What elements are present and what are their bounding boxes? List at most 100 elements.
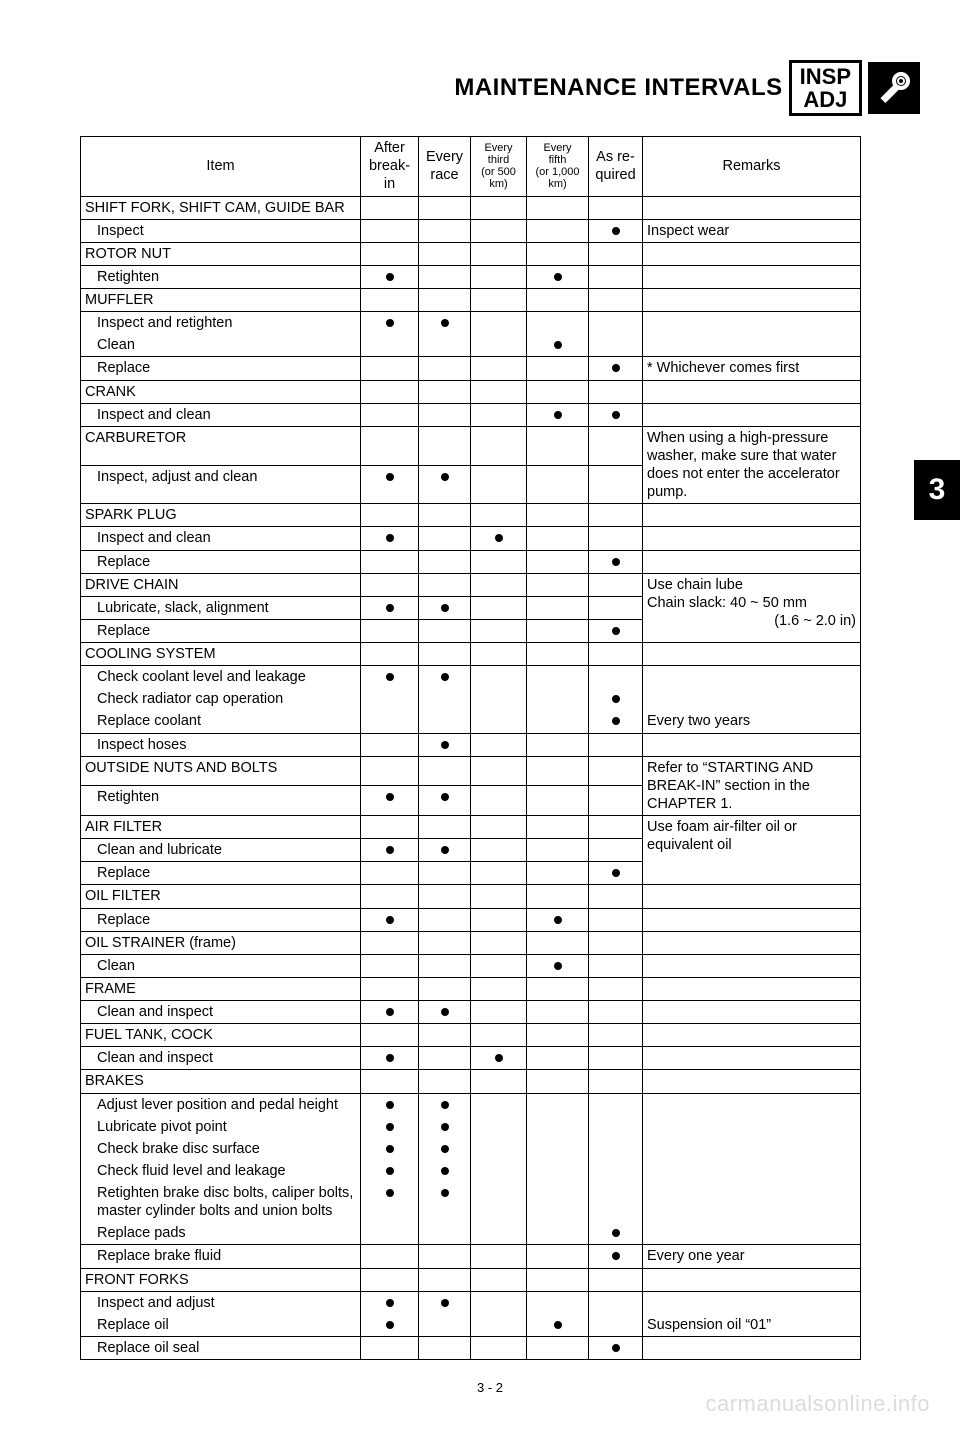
- mark-cell: [589, 756, 643, 786]
- item-label: Retighten: [81, 265, 361, 288]
- mark-cell: [471, 357, 527, 380]
- mark-cell: [419, 1138, 471, 1160]
- dot-icon: [441, 473, 449, 481]
- mark-cell: [527, 1245, 589, 1268]
- badge-bottom-text: ADJ: [803, 88, 847, 111]
- mark-cell: [419, 786, 471, 816]
- item-label: Inspect, adjust and clean: [81, 465, 361, 504]
- mark-cell: [471, 527, 527, 550]
- dot-icon: [441, 319, 449, 327]
- mark-cell: [471, 573, 527, 596]
- mark-cell: [527, 289, 589, 312]
- remarks-cell: [643, 885, 861, 908]
- dot-icon: [386, 673, 394, 681]
- mark-cell: [527, 550, 589, 573]
- mark-cell: [589, 954, 643, 977]
- mark-cell: [361, 1138, 419, 1160]
- mark-cell: [527, 1001, 589, 1024]
- mark-cell: [527, 1160, 589, 1182]
- mark-cell: [527, 312, 589, 335]
- mark-cell: [471, 643, 527, 666]
- dot-icon: [386, 319, 394, 327]
- mark-cell: [527, 242, 589, 265]
- item-label: Check brake disc surface: [81, 1138, 361, 1160]
- mark-cell: [527, 1268, 589, 1291]
- mark-cell: [471, 786, 527, 816]
- remarks-cell: [643, 1222, 861, 1245]
- mark-cell: [589, 977, 643, 1000]
- mark-cell: [527, 786, 589, 816]
- mark-cell: [589, 1047, 643, 1070]
- table-row: Clean and inspect: [81, 1047, 861, 1070]
- remarks-cell: [643, 666, 861, 689]
- wrench-icon: [868, 62, 920, 114]
- mark-cell: [419, 1182, 471, 1222]
- item-label: Replace: [81, 550, 361, 573]
- mark-cell: [589, 688, 643, 710]
- item-label: Inspect and retighten: [81, 312, 361, 335]
- mark-cell: [527, 1314, 589, 1337]
- mark-cell: [361, 334, 419, 357]
- dot-icon: [554, 962, 562, 970]
- dot-icon: [386, 1101, 394, 1109]
- mark-cell: [589, 465, 643, 504]
- mark-cell: [419, 954, 471, 977]
- dot-icon: [386, 1123, 394, 1131]
- mark-cell: [589, 862, 643, 885]
- mark-cell: [589, 931, 643, 954]
- mark-cell: [589, 710, 643, 733]
- mark-cell: [361, 756, 419, 786]
- mark-cell: [471, 1116, 527, 1138]
- table-row: Inspect and clean: [81, 403, 861, 426]
- mark-cell: [419, 908, 471, 931]
- mark-cell: [419, 1047, 471, 1070]
- mark-cell: [361, 1291, 419, 1314]
- table-row: Inspect and adjust: [81, 1291, 861, 1314]
- table-row: Lubricate pivot point: [81, 1116, 861, 1138]
- remarks-cell: [643, 1268, 861, 1291]
- mark-cell: [527, 931, 589, 954]
- remarks-cell: [643, 908, 861, 931]
- item-label: Check radiator cap operation: [81, 688, 361, 710]
- item-label: Adjust lever position and pedal height: [81, 1093, 361, 1116]
- dot-icon: [441, 1167, 449, 1175]
- mark-cell: [471, 1093, 527, 1116]
- mark-cell: [471, 756, 527, 786]
- mark-cell: [361, 688, 419, 710]
- mark-cell: [471, 1291, 527, 1314]
- group-title-row: OIL FILTER: [81, 885, 861, 908]
- dot-icon: [386, 534, 394, 542]
- dot-icon: [612, 1252, 620, 1260]
- group-title: CARBURETOR: [81, 426, 361, 465]
- table-row: Inspect and clean: [81, 527, 861, 550]
- mark-cell: [361, 710, 419, 733]
- mark-cell: [419, 1093, 471, 1116]
- mark-cell: [361, 885, 419, 908]
- mark-cell: [589, 242, 643, 265]
- group-title: FUEL TANK, COCK: [81, 1024, 361, 1047]
- mark-cell: [419, 733, 471, 756]
- mark-cell: [471, 504, 527, 527]
- hdr-after-breakin: After break-in: [361, 137, 419, 196]
- mark-cell: [361, 908, 419, 931]
- remarks-cell: [643, 334, 861, 357]
- mark-cell: [361, 643, 419, 666]
- mark-cell: [471, 1182, 527, 1222]
- remarks-cell: [643, 954, 861, 977]
- remarks-cell: [643, 1182, 861, 1222]
- item-label: Replace: [81, 862, 361, 885]
- mark-cell: [589, 1268, 643, 1291]
- mark-cell: [527, 885, 589, 908]
- mark-cell: [361, 1093, 419, 1116]
- mark-cell: [471, 596, 527, 619]
- dot-icon: [386, 1054, 394, 1062]
- mark-cell: [419, 426, 471, 465]
- table-body: SHIFT FORK, SHIFT CAM, GUIDE BARInspectI…: [81, 196, 861, 1360]
- mark-cell: [361, 931, 419, 954]
- mark-cell: [471, 839, 527, 862]
- remarks-cell: [643, 1291, 861, 1314]
- watermark-text: carmanualsonline.info: [705, 1391, 930, 1417]
- mark-cell: [419, 1291, 471, 1314]
- remarks-cell: [643, 1001, 861, 1024]
- mark-cell: [419, 1314, 471, 1337]
